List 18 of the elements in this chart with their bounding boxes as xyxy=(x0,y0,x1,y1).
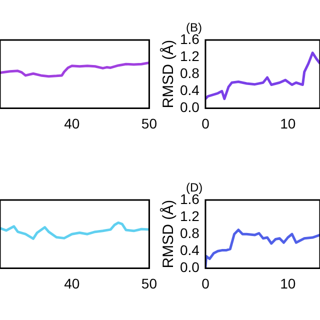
y-tick-label: 1.2 xyxy=(180,48,200,64)
y-tick-label: 0.0 xyxy=(180,99,200,116)
x-tick-label: 0 xyxy=(202,115,210,132)
x-tick-label: 0 xyxy=(202,275,210,292)
y-tick-label: 0.8 xyxy=(180,224,200,241)
y-tick-label: 0.4 xyxy=(180,82,200,98)
y-tick-label: 0.0 xyxy=(180,259,200,276)
y-axis-title: RMSD (Å) xyxy=(159,200,178,268)
x-tick-label: 40 xyxy=(64,115,80,132)
x-tick-label: 40 xyxy=(64,275,80,292)
y-tick-label: 1.2 xyxy=(180,208,200,224)
x-tick-label: 50 xyxy=(141,275,158,292)
y-axis-title: RMSD (Å) xyxy=(159,40,178,108)
y-tick-label: 0.4 xyxy=(180,242,200,258)
x-tick-label: 10 xyxy=(280,115,296,132)
x-tick-label: 10 xyxy=(280,275,296,292)
x-tick-label: 50 xyxy=(141,115,158,132)
y-tick-label: 0.8 xyxy=(180,64,200,81)
